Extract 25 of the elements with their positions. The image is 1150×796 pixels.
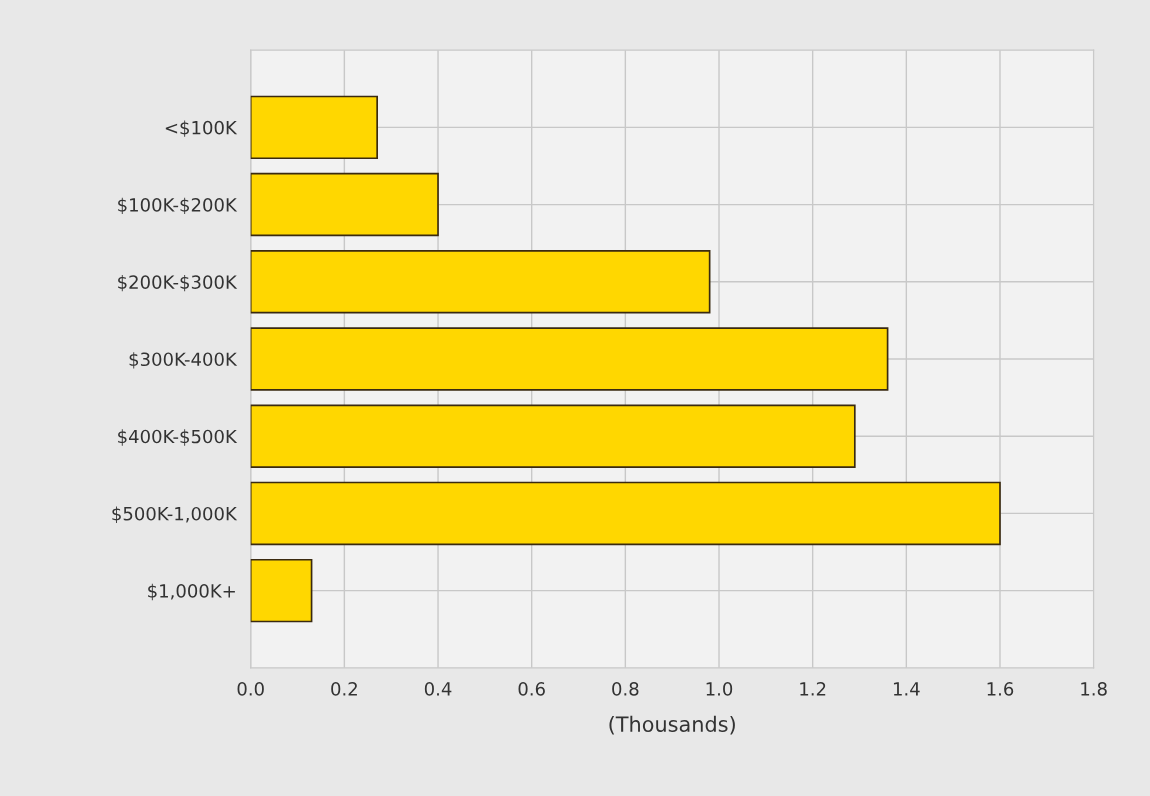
x-tick-label: 0.8 (612, 682, 639, 696)
bar (250, 481, 1001, 546)
x-tick-label: 0.0 (237, 682, 264, 696)
bar (250, 327, 889, 391)
x-tick-label: 1.0 (706, 682, 733, 696)
y-tick-label: $1,000K+ (148, 583, 235, 601)
bar (250, 172, 439, 237)
y-tick-label: $100K-$200K (118, 197, 238, 215)
y-tick-label: $300K-400K (129, 352, 238, 369)
bar (250, 558, 313, 623)
x-tick-label: 0.4 (424, 682, 452, 696)
bar (250, 250, 711, 314)
y-tick-label: $200K-$300K (118, 274, 238, 292)
x-tick-label: 1.8 (1081, 682, 1107, 696)
x-tick-label: 0.6 (518, 682, 545, 696)
bar (250, 404, 856, 468)
x-tick-label: 1.2 (800, 682, 826, 696)
x-axis-title: (Thousands) (609, 715, 735, 735)
y-tick-label: $500K-1,000K (112, 506, 238, 523)
x-tick-label: 1.6 (987, 682, 1014, 696)
bar (250, 95, 378, 160)
y-tick-label: <$100K (165, 120, 238, 137)
x-tick-label: 1.4 (893, 682, 920, 696)
x-tick-label: 0.2 (331, 682, 357, 696)
y-tick-label: $400K-$500K (118, 429, 238, 446)
